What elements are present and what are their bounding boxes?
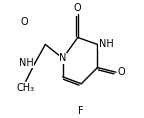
Text: NH: NH xyxy=(19,58,34,68)
Text: NH: NH xyxy=(99,39,113,49)
Text: O: O xyxy=(20,17,28,27)
Text: N: N xyxy=(59,53,66,63)
Text: F: F xyxy=(78,106,84,116)
Text: CH₃: CH₃ xyxy=(17,83,35,93)
Text: O: O xyxy=(117,67,125,77)
Text: O: O xyxy=(74,3,82,13)
